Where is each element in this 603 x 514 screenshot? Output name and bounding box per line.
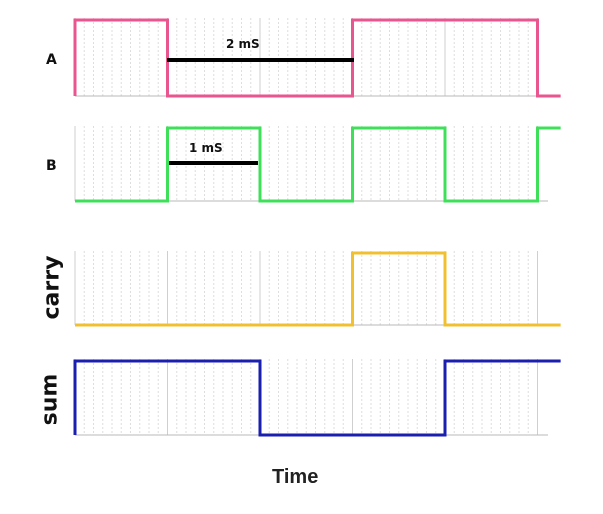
carry-grid [74, 251, 548, 326]
waveform-group [73, 18, 561, 437]
signal-a-waveform [73, 18, 561, 98]
grid-group [74, 18, 548, 436]
signal-a-label: A [46, 52, 57, 68]
period-a-annotation: 2 mS [226, 37, 260, 51]
sum-grid [74, 359, 548, 436]
period-b-annotation: 1 mS [189, 141, 223, 155]
time-axis-label: Time [272, 466, 319, 488]
signal-carry-waveform [75, 251, 561, 327]
b-grid [74, 126, 548, 202]
a-grid [74, 18, 548, 97]
signal-sum-label: sum [37, 373, 63, 426]
signal-carry-label: carry [39, 255, 65, 320]
signal-sum-waveform [73, 359, 561, 437]
signal-b-waveform [75, 126, 561, 203]
signal-b-label: B [46, 158, 57, 174]
